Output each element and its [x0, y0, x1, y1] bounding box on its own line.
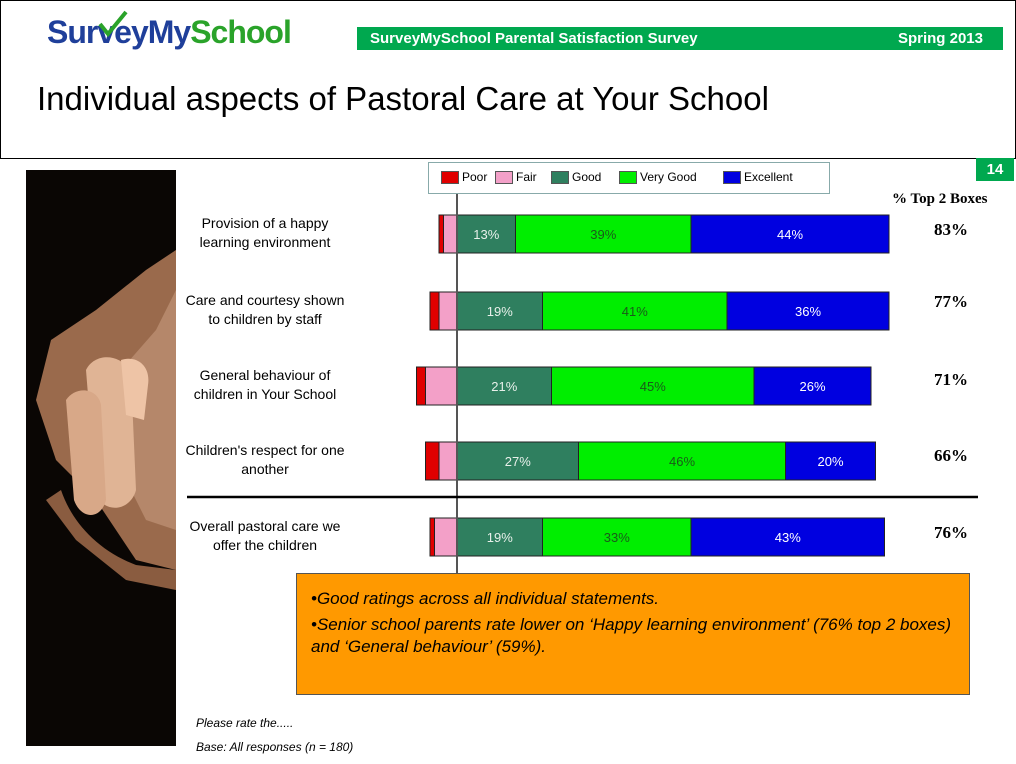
- data-label-excellent-0: 44%: [777, 227, 803, 242]
- legend-label-very-good: Very Good: [640, 170, 697, 184]
- commentary-box: •Good ratings across all individual stat…: [296, 573, 970, 695]
- bar-very-good-1: [542, 291, 728, 331]
- data-label-excellent-1: 36%: [795, 304, 821, 319]
- bar-poor-1: [429, 291, 440, 331]
- top2-header: % Top 2 Boxes: [892, 191, 988, 207]
- bar-good-4: [456, 517, 543, 557]
- data-label-good-1: 19%: [487, 304, 513, 319]
- legend-swatch-good: [551, 171, 569, 185]
- top2-value-4: 76%: [934, 523, 968, 542]
- legend-item-excellent: Excellent: [723, 170, 793, 185]
- data-label-very-good-3: 46%: [669, 454, 695, 469]
- data-label-excellent-3: 20%: [817, 454, 843, 469]
- bar-good-0: [456, 214, 516, 254]
- data-label-good-2: 21%: [491, 379, 517, 394]
- data-label-excellent-4: 43%: [775, 530, 801, 545]
- bar-very-good-3: [578, 441, 786, 481]
- page-title: Individual aspects of Pastoral Care at Y…: [37, 80, 769, 117]
- legend-swatch-excellent: [723, 171, 741, 185]
- data-label-very-good-4: 33%: [604, 530, 630, 545]
- bar-fair-4: [434, 517, 458, 557]
- bar-poor-2: [416, 366, 426, 406]
- top2-value-0: 83%: [934, 220, 968, 239]
- hands-illustration: [36, 250, 176, 590]
- base-footnote: Base: All responses (n = 180): [196, 740, 354, 754]
- top2-value-2: 71%: [934, 370, 968, 389]
- bar-poor-3: [425, 441, 440, 481]
- legend-label-excellent: Excellent: [744, 170, 793, 184]
- bar-fair-0: [443, 214, 458, 254]
- banner-survey-name: SurveyMySchool Parental Satisfaction Sur…: [370, 30, 698, 47]
- legend-swatch-fair: [495, 171, 513, 185]
- legend-item-poor: Poor: [441, 170, 488, 185]
- checkmark-icon: [98, 10, 128, 38]
- question-footnote: Please rate the.....: [196, 716, 294, 730]
- category-label-0: Provision of a happy learning environment: [199, 215, 331, 250]
- data-label-excellent-2: 26%: [799, 379, 825, 394]
- data-label-good-3: 27%: [505, 454, 531, 469]
- category-label-4: Overall pastoral care we offer the childr…: [189, 518, 341, 553]
- legend-item-fair: Fair: [495, 170, 537, 185]
- legend-item-good: Good: [551, 170, 602, 185]
- bar-fair-2: [425, 366, 458, 406]
- bar-poor-0: [438, 214, 444, 254]
- hands-photo: [26, 170, 176, 746]
- legend-swatch-poor: [441, 171, 459, 185]
- commentary-point-2: •Senior school parents rate lower on ‘Ha…: [311, 615, 952, 656]
- header-panel: [0, 0, 1016, 159]
- legend-label-fair: Fair: [516, 170, 537, 184]
- chart-legend: Poor Fair Good Very Good Excellent: [428, 162, 830, 194]
- commentary-point-1: •Good ratings across all individual stat…: [311, 589, 660, 608]
- bar-very-good-4: [542, 517, 692, 557]
- bar-excellent-3: [785, 441, 876, 481]
- legend-swatch-very-good: [619, 171, 637, 185]
- data-label-good-0: 13%: [473, 227, 499, 242]
- category-label-3: Children's respect for one another: [185, 442, 345, 477]
- survey-banner: SurveyMySchool Parental Satisfaction Sur…: [357, 27, 1003, 50]
- top2-value-1: 77%: [934, 292, 968, 311]
- bar-excellent-4: [690, 517, 885, 557]
- legend-label-good: Good: [572, 170, 602, 184]
- data-label-good-4: 19%: [487, 530, 513, 545]
- banner-season: Spring 2013: [897, 30, 983, 47]
- bar-excellent-1: [726, 291, 890, 331]
- top2-value-3: 66%: [934, 446, 968, 465]
- data-label-very-good-2: 45%: [640, 379, 666, 394]
- bar-fair-1: [438, 291, 458, 331]
- bar-excellent-0: [690, 214, 890, 254]
- legend-item-very-good: Very Good: [619, 170, 697, 185]
- bar-very-good-0: [515, 214, 692, 254]
- logo-text-green: School: [190, 14, 292, 50]
- category-label-1: Care and courtesy shown to children by st…: [185, 292, 345, 327]
- legend-label-poor: Poor: [462, 170, 488, 184]
- bar-poor-4: [429, 517, 435, 557]
- page-number-badge: 14: [976, 158, 1014, 181]
- bar-fair-3: [438, 441, 458, 481]
- bar-excellent-2: [753, 366, 872, 406]
- data-label-very-good-0: 39%: [590, 227, 616, 242]
- category-label-2: General behaviour of children in Your Sch…: [193, 367, 337, 402]
- data-label-very-good-1: 41%: [622, 304, 648, 319]
